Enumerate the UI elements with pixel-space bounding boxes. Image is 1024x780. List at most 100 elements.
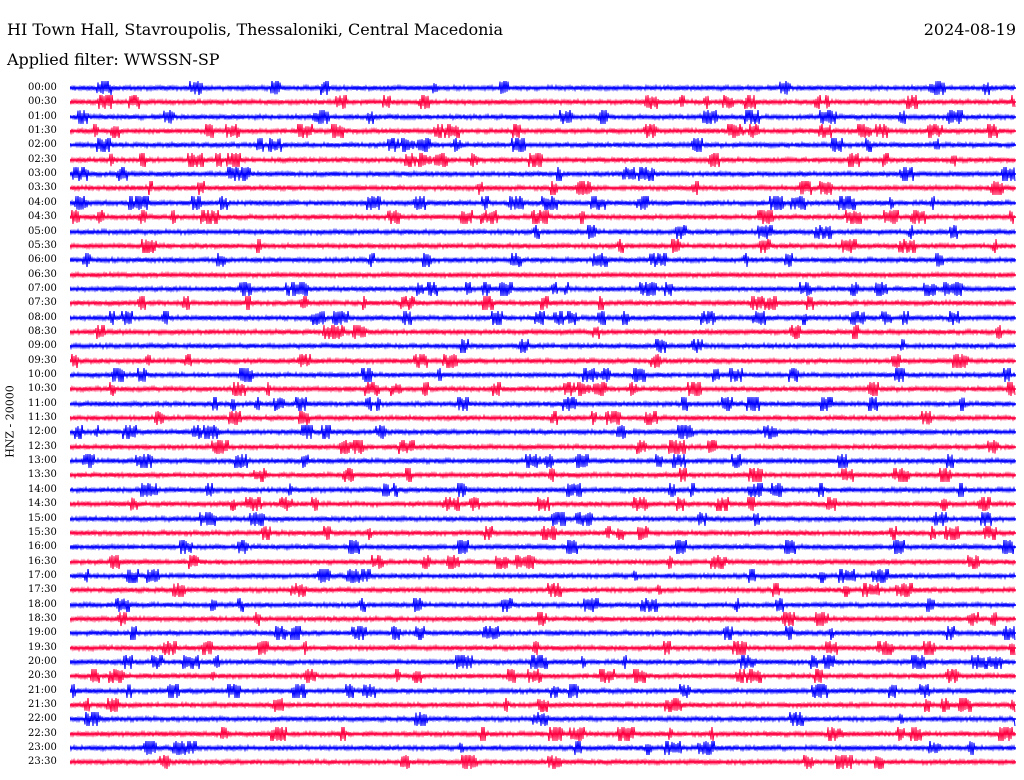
trace-row: 10:30	[0, 382, 1024, 397]
trace-row: 09:00	[0, 339, 1024, 354]
seismic-trace	[70, 755, 1016, 770]
row-time-label: 12:30	[28, 440, 57, 452]
row-time-label: 05:00	[28, 225, 57, 237]
trace-row: 01:30	[0, 124, 1024, 139]
row-time-label: 15:00	[28, 512, 57, 524]
seismic-trace	[70, 554, 1016, 569]
trace-row: 08:30	[0, 324, 1024, 339]
row-time-label: 17:00	[28, 569, 57, 581]
row-time-label: 04:00	[28, 196, 57, 208]
row-time-label: 20:30	[28, 670, 57, 682]
trace-row: 07:00	[0, 281, 1024, 296]
row-time-label: 08:00	[28, 311, 57, 323]
trace-row: 08:00	[0, 310, 1024, 325]
row-time-label: 18:00	[28, 598, 57, 610]
trace-row: 05:00	[0, 224, 1024, 239]
row-time-label: 06:00	[28, 254, 57, 266]
trace-row: 18:30	[0, 611, 1024, 626]
row-time-label: 17:30	[28, 584, 57, 596]
row-time-label: 21:30	[28, 699, 57, 711]
seismic-trace	[70, 238, 1016, 253]
trace-row: 17:30	[0, 583, 1024, 598]
row-time-label: 08:30	[28, 325, 57, 337]
trace-row: 18:00	[0, 597, 1024, 612]
seismic-trace	[70, 81, 1016, 95]
row-time-label: 20:00	[28, 656, 57, 667]
row-time-label: 13:00	[28, 455, 57, 467]
seismic-trace	[70, 152, 1016, 167]
trace-row: 04:00	[0, 195, 1024, 210]
row-time-label: 22:00	[28, 713, 57, 725]
trace-row: 20:30	[0, 669, 1024, 684]
trace-row: 16:00	[0, 540, 1024, 555]
seismic-trace	[70, 396, 1016, 411]
row-time-label: 18:30	[28, 612, 57, 624]
row-time-label: 06:30	[28, 268, 57, 280]
row-time-label: 07:30	[28, 297, 57, 309]
trace-row: 12:30	[0, 439, 1024, 454]
seismic-trace	[70, 497, 1016, 512]
seismic-trace	[70, 655, 1016, 669]
filter-label: Applied filter: WWSSN-SP	[7, 50, 220, 69]
trace-row: 13:30	[0, 468, 1024, 483]
seismic-trace	[70, 109, 1016, 124]
row-time-label: 02:00	[28, 139, 57, 151]
seismic-trace	[70, 726, 1016, 741]
date-label: 2024-08-19	[923, 20, 1016, 39]
trace-row: 17:00	[0, 568, 1024, 583]
seismic-trace	[70, 568, 1016, 583]
seismic-trace	[70, 511, 1016, 526]
seismic-trace	[70, 310, 1016, 325]
seismic-trace	[70, 281, 1016, 296]
trace-row: 15:30	[0, 525, 1024, 540]
trace-row: 13:00	[0, 454, 1024, 469]
trace-row: 23:30	[0, 755, 1024, 770]
seismic-trace	[70, 411, 1016, 426]
row-time-label: 16:00	[28, 541, 57, 553]
trace-row: 06:30	[0, 268, 1024, 282]
trace-row: 19:30	[0, 640, 1024, 655]
seismic-trace	[70, 339, 1016, 354]
trace-row: 16:30	[0, 554, 1024, 569]
trace-row: 14:00	[0, 482, 1024, 497]
seismic-trace	[70, 640, 1016, 655]
seismic-trace	[70, 712, 1016, 727]
trace-row: 03:30	[0, 181, 1024, 196]
trace-row: 07:30	[0, 296, 1024, 311]
row-time-label: 05:30	[28, 239, 57, 251]
seismic-trace	[70, 270, 1016, 279]
row-time-label: 11:30	[28, 412, 57, 424]
trace-row: 20:00	[0, 655, 1024, 669]
trace-row: 11:00	[0, 396, 1024, 411]
trace-row: 21:00	[0, 683, 1024, 698]
seismic-trace	[70, 353, 1016, 368]
trace-row: 03:00	[0, 167, 1024, 182]
seismic-trace	[70, 741, 1016, 756]
seismic-trace	[70, 181, 1016, 196]
seismic-trace	[70, 669, 1016, 684]
seismic-trace	[70, 525, 1016, 540]
row-time-label: 10:00	[28, 369, 57, 380]
seismic-trace	[70, 626, 1016, 641]
seismic-trace	[70, 583, 1016, 598]
trace-row: 02:00	[0, 138, 1024, 153]
row-time-label: 10:30	[28, 383, 57, 395]
seismic-trace	[70, 296, 1016, 311]
seismic-trace	[70, 382, 1016, 397]
trace-row: 21:30	[0, 698, 1024, 713]
row-time-label: 11:00	[28, 397, 57, 409]
seismic-trace	[70, 425, 1016, 440]
row-time-label: 03:30	[28, 182, 57, 194]
seismic-trace	[70, 683, 1016, 698]
trace-row: 11:30	[0, 411, 1024, 426]
seismic-trace	[70, 195, 1016, 210]
station-title: HI Town Hall, Stavroupolis, Thessaloniki…	[7, 20, 504, 39]
trace-row: 06:00	[0, 253, 1024, 268]
seismic-trace	[70, 224, 1016, 239]
seismic-trace	[70, 167, 1016, 182]
row-time-label: 23:00	[28, 742, 57, 754]
row-time-label: 21:00	[28, 684, 57, 696]
seismic-trace	[70, 124, 1016, 139]
trace-row: 22:30	[0, 726, 1024, 741]
